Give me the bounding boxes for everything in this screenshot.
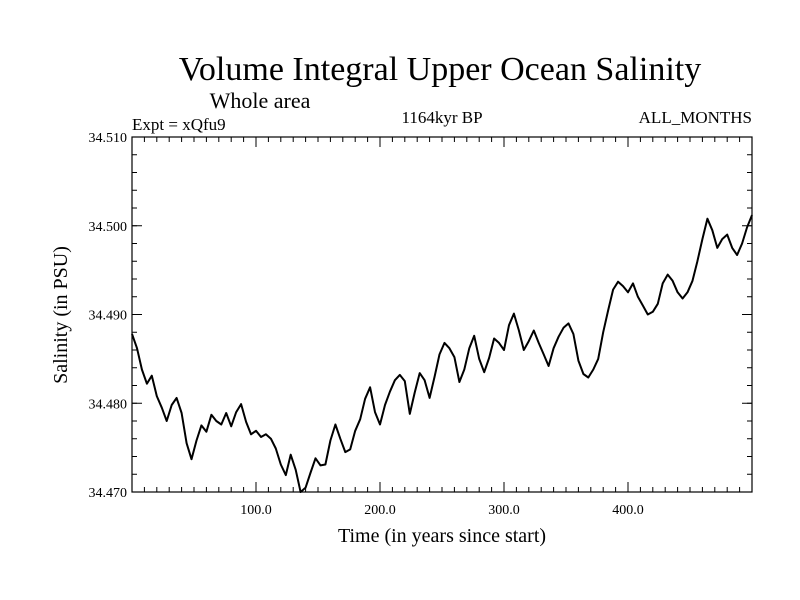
plot-frame — [131, 136, 753, 493]
x-tick-label: 200.0 — [364, 503, 396, 518]
x-tick-label: 300.0 — [488, 503, 520, 518]
x-axis-ticks: 100.0 200.0 300.0 400.0 — [143, 137, 741, 518]
x-tick-label: 400.0 — [612, 503, 644, 518]
y-tick-label: 34.510 — [89, 131, 128, 146]
months-label: ALL_MONTHS — [639, 108, 752, 127]
y-axis-label: Salinity (in PSU) — [50, 246, 72, 384]
salinity-series-line — [131, 214, 753, 493]
chart-title: Volume Integral Upper Ocean Salinity — [179, 51, 701, 88]
x-axis-label: Time (in years since start) — [338, 525, 546, 547]
chart-subtitle: Whole area — [210, 88, 311, 113]
y-tick-label: 34.490 — [89, 309, 128, 324]
y-tick-label: 34.470 — [89, 486, 128, 501]
expt-label: Expt = xQfu9 — [132, 115, 226, 134]
period-label: 1164kyr BP — [401, 108, 482, 127]
y-tick-label: 34.500 — [89, 220, 128, 235]
y-tick-label: 34.480 — [89, 397, 128, 412]
x-tick-label: 100.0 — [240, 503, 272, 518]
